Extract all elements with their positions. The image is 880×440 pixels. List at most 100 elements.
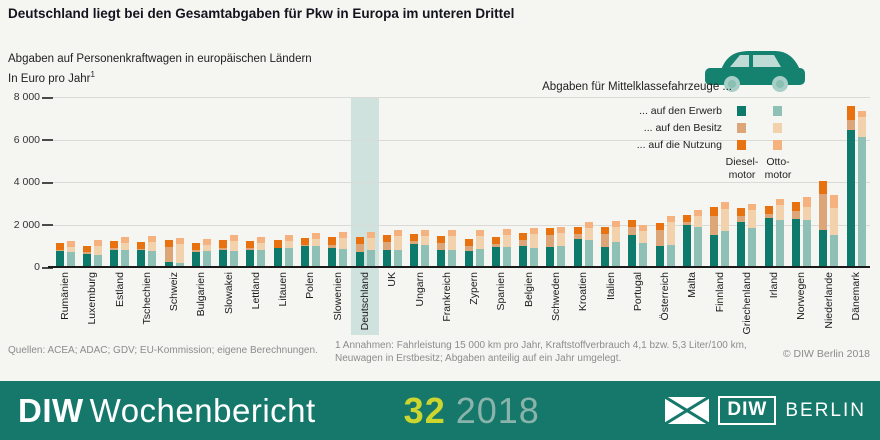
bar-otto-Portugal: [639, 225, 648, 267]
segment-nutzung: [802, 197, 811, 207]
segment-besitz: [710, 216, 719, 235]
bar-diesel-Zypern: [464, 239, 473, 267]
bar-group-Tschechien: [137, 0, 157, 267]
segment-nutzung: [410, 234, 419, 241]
segment-nutzung: [366, 232, 375, 238]
publication-name: DIW Wochenbericht: [18, 391, 316, 429]
segment-besitz: [393, 236, 402, 250]
segment-besitz: [601, 234, 610, 247]
segment-besitz: [93, 246, 102, 255]
segment-besitz: [437, 243, 446, 250]
bar-group-Griechenland: [737, 0, 757, 267]
bar-group-Schweiz: [164, 0, 184, 267]
segment-erwerb: [710, 235, 719, 267]
x-label-Frankreich: Frankreich: [440, 272, 453, 322]
segment-besitz: [410, 241, 419, 244]
segment-erwerb: [584, 240, 593, 267]
segment-nutzung: [775, 199, 784, 205]
x-label-Niederlande: Niederlande: [822, 272, 835, 329]
segment-erwerb: [639, 243, 648, 267]
publication-banner: DIW Wochenbericht 32 2018 DIW BERLIN: [0, 381, 880, 440]
segment-nutzung: [475, 230, 484, 236]
segment-nutzung: [748, 204, 757, 210]
bar-diesel-Spanien: [491, 237, 500, 267]
bar-otto-Kroatien: [584, 222, 593, 267]
x-label-Luxemburg: Luxemburg: [86, 272, 99, 325]
bar-group-Luxemburg: [82, 0, 102, 267]
bar-otto-Zypern: [475, 230, 484, 267]
bar-otto-Österreich: [666, 216, 675, 267]
segment-nutzung: [148, 236, 157, 242]
subtitle-line2: In Euro pro Jahr1: [8, 70, 95, 85]
x-label-Griechenland: Griechenland: [740, 272, 753, 335]
segment-nutzung: [284, 235, 293, 241]
x-label-Schweden: Schweden: [549, 272, 562, 322]
x-label-Bulgarien: Bulgarien: [195, 272, 208, 317]
segment-besitz: [121, 243, 130, 250]
bar-diesel-Belgien: [519, 233, 528, 267]
gridline-8000: [52, 97, 870, 98]
segment-nutzung: [55, 243, 64, 250]
y-tick-label: 8 000: [13, 91, 40, 103]
segment-besitz: [366, 238, 375, 250]
segment-nutzung: [682, 215, 691, 222]
segment-erwerb: [382, 250, 391, 267]
segment-besitz: [448, 236, 457, 250]
diw-envelope-icon: [665, 397, 710, 424]
segment-erwerb: [628, 235, 637, 267]
bar-otto-Belgien: [530, 228, 539, 267]
segment-nutzung: [491, 237, 500, 244]
bar-otto-Estland: [121, 237, 130, 267]
x-label-Slowakei: Slowakei: [222, 272, 235, 315]
segment-erwerb: [328, 248, 337, 267]
segment-nutzung: [693, 210, 702, 216]
bar-group-Slowakei: [219, 0, 239, 267]
legend-label: ... auf die Nutzung: [636, 139, 722, 151]
segment-besitz: [519, 240, 528, 246]
segment-erwerb: [110, 250, 119, 267]
segment-nutzung: [328, 237, 337, 245]
segment-besitz: [764, 214, 773, 218]
segment-nutzung: [339, 232, 348, 238]
legend-label: ... auf den Erwerb: [639, 105, 722, 117]
bar-group-Litauen: [273, 0, 293, 267]
segment-erwerb: [748, 228, 757, 267]
bar-otto-Niederlande: [830, 195, 839, 267]
segment-besitz: [612, 227, 621, 242]
segment-erwerb: [655, 246, 664, 267]
segment-erwerb: [121, 250, 130, 267]
bar-group-Estland: [110, 0, 130, 267]
bar-group-Rumänien: [55, 0, 75, 267]
chart-subtitle: Abgaben auf Personenkraftwagen in europä…: [8, 52, 312, 87]
logo-diw-text: DIW: [718, 396, 777, 425]
y-tick-label: 0: [34, 261, 40, 273]
segment-erwerb: [355, 252, 364, 267]
bar-diesel-Schweiz: [164, 240, 173, 267]
x-label-Schweiz: Schweiz: [168, 272, 181, 312]
segment-nutzung: [393, 230, 402, 236]
segment-nutzung: [519, 233, 528, 240]
bar-diesel-Griechenland: [737, 208, 746, 267]
segment-nutzung: [246, 241, 255, 248]
segment-besitz: [191, 250, 200, 252]
car-side-icon: [705, 51, 805, 92]
bar-diesel-Slowakei: [219, 240, 228, 267]
segment-besitz: [857, 117, 866, 137]
legend-swatch-diesel: [737, 140, 746, 150]
segment-besitz: [300, 245, 309, 246]
bar-group-Bulgarien: [191, 0, 211, 267]
bar-diesel-Litauen: [273, 240, 282, 267]
segment-besitz: [339, 238, 348, 249]
issue-year: 2018: [455, 389, 540, 431]
segment-erwerb: [857, 137, 866, 267]
segment-nutzung: [437, 236, 446, 243]
bar-otto-Litauen: [284, 235, 293, 267]
bar-group-Niederlande: [819, 0, 839, 267]
segment-erwerb: [557, 246, 566, 267]
segment-besitz: [775, 205, 784, 220]
copyright-note: © DIW Berlin 2018: [782, 348, 870, 360]
segment-nutzung: [273, 240, 282, 248]
legend-row: ... auf den Besitz: [0, 122, 880, 134]
segment-besitz: [382, 242, 391, 250]
segment-erwerb: [846, 130, 855, 267]
